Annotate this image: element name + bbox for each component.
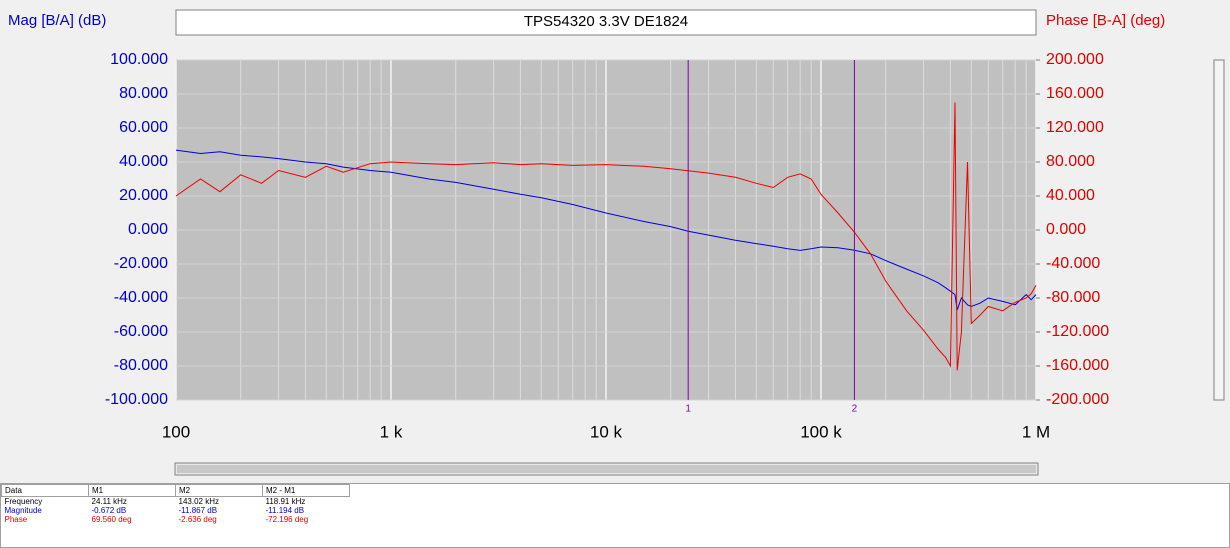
header-cell: M2 - M1 <box>262 484 350 497</box>
marker-table: Data M1 M2 M2 - M1 Frequency 24.11 kHz 1… <box>0 483 1230 548</box>
y2-tick-label: 40.000 <box>1046 187 1095 204</box>
y-tick-label: 80.000 <box>119 85 168 102</box>
scroll-thumb[interactable] <box>177 465 1036 473</box>
y-tick-label: 100.000 <box>110 51 168 68</box>
chart: TPS54320 3.3V DE1824 Mag [B/A] (dB) Phas… <box>8 9 1225 476</box>
table: Data M1 M2 M2 - M1 Frequency 24.11 kHz 1… <box>1 484 350 524</box>
cell: Magnitude <box>4 506 42 515</box>
y-tick-label: -100.000 <box>105 391 168 408</box>
cell: 69.560 deg <box>91 515 132 524</box>
y2-tick-label: 0.000 <box>1046 221 1086 238</box>
series-line <box>175 102 1037 371</box>
cell: 24.11 kHz <box>91 497 127 506</box>
y2-tick-label: 200.000 <box>1046 51 1104 68</box>
plot: 100 1 k 10 k 100 k 1 M 100.000 80.000 60.000 40.… <box>105 51 1109 441</box>
y2-tick-label: -120.000 <box>1046 323 1109 340</box>
x-tick-label: 1 k <box>380 422 403 441</box>
side-scrollbar[interactable] <box>1213 59 1225 401</box>
cell: Frequency <box>4 497 43 506</box>
y2-tick-label: 160.000 <box>1046 85 1104 102</box>
cell: 143.02 kHz <box>178 497 219 506</box>
y2-tick-label: 120.000 <box>1046 119 1104 136</box>
y-tick-label: -80.000 <box>114 357 168 374</box>
y2-tick-label: 80.000 <box>1046 153 1095 170</box>
y2-tick-label: -80.000 <box>1046 289 1100 306</box>
y-tick-label: 20.000 <box>119 187 168 204</box>
cell: -2.636 deg <box>178 515 217 524</box>
header-cell: Data <box>1 484 89 497</box>
cell: -11.194 dB <box>265 506 305 515</box>
header-cell: M2 <box>175 484 263 497</box>
series-line <box>175 149 1037 311</box>
y-axis-label: Mag [B/A] (dB) <box>8 12 106 29</box>
chart-title: TPS54320 3.3V DE1824 <box>524 13 688 30</box>
y2-tick-label: -160.000 <box>1046 357 1109 374</box>
y2-tick-label: -40.000 <box>1046 255 1100 272</box>
cell: -11.867 dB <box>178 506 218 515</box>
marker-label: 2 <box>852 404 858 415</box>
x-tick-label: 1 M <box>1022 422 1050 441</box>
cell: -0.672 dB <box>91 506 127 515</box>
title-box <box>175 9 1037 36</box>
y2-axis-label: Phase [B-A] (deg) <box>1046 12 1165 29</box>
y-tick-label: 60.000 <box>119 119 168 136</box>
header-cell: M1 <box>88 484 176 497</box>
y2-tick-label: -200.000 <box>1046 391 1109 408</box>
y-tick-label: -40.000 <box>114 289 168 306</box>
y-tick-label: 0.000 <box>128 221 168 238</box>
y-tick-label: 40.000 <box>119 153 168 170</box>
x-tick-label: 100 <box>162 422 190 441</box>
marker-label: 1 <box>685 404 691 415</box>
cell: Phase <box>4 515 28 524</box>
cell: -72.196 deg <box>265 515 309 524</box>
x-tick-label: 100 k <box>800 422 842 441</box>
cell: 118.91 kHz <box>265 497 306 506</box>
x-tick-label: 10 k <box>590 422 623 441</box>
y-tick-label: -20.000 <box>114 255 168 272</box>
y-tick-label: -60.000 <box>114 323 168 340</box>
